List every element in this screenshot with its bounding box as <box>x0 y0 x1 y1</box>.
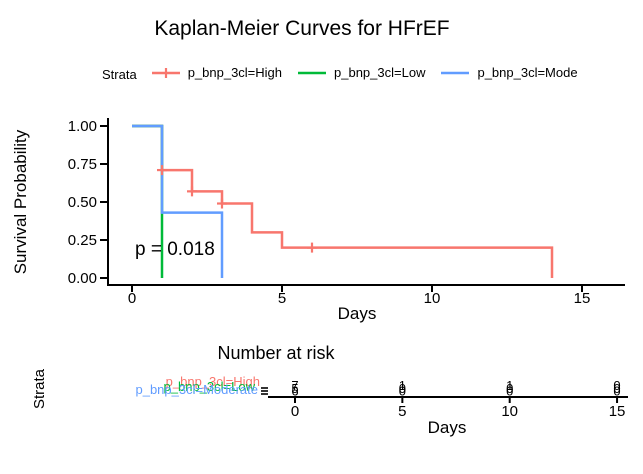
risk-count: 0 <box>399 384 406 399</box>
p-value-annotation: p = 0.018 <box>135 239 215 260</box>
risk-count: 0 <box>506 381 513 396</box>
risk-count: 0 <box>506 384 513 399</box>
legend-line-cross-icon <box>151 67 180 78</box>
risk-x-tick-label: 10 <box>501 403 518 420</box>
legend-item-label: p_bnp_3cl=Mode <box>477 65 578 81</box>
risk-x-axis-title: Days <box>427 418 467 437</box>
risk-count: 1 <box>399 378 406 393</box>
risk-count: 0 <box>613 381 620 396</box>
legend-line-icon <box>298 71 327 74</box>
y-tick-label: 0.50 <box>68 194 97 211</box>
risk-x-tick-label: 5 <box>398 403 406 420</box>
x-tick-label: 0 <box>128 290 136 307</box>
risk-row-label-high: p_bnp_3cl=High <box>165 374 260 389</box>
risk-count: 7 <box>291 378 298 393</box>
risk-x-tick-label: 15 <box>609 403 626 420</box>
risk-count: 6 <box>291 384 298 399</box>
risk-count: 0 <box>613 378 620 393</box>
y-tick-label: 0.00 <box>68 270 97 287</box>
legend-item-2: p_bnp_3cl=Mode <box>440 65 578 81</box>
risk-row-label-low: p_bnp_3cl=Low <box>163 379 255 394</box>
y-tick-label: 0.25 <box>68 232 97 249</box>
y-axis-title: Survival Probability <box>11 129 30 275</box>
x-tick-label: 5 <box>278 290 286 307</box>
x-axis-title: Days <box>337 304 377 323</box>
km-curve-p_bnp_3cl=Moderate <box>132 124 224 278</box>
risk-count: 0 <box>399 381 406 396</box>
legend-item-1: p_bnp_3cl=Low <box>297 65 425 80</box>
legend-item-label: p_bnp_3cl=Low <box>334 65 426 81</box>
y-tick-label: 1.00 <box>68 118 97 135</box>
legend-line-icon <box>441 71 470 74</box>
risk-row-label-moderate: p_bnp_3cl=Moderate <box>135 382 258 397</box>
legend-items: p_bnp_3cl=High p_bnp_3cl=Low p_bnp_3cl=Mod… <box>151 65 593 83</box>
legend-title: Strata <box>102 66 137 82</box>
x-tick-label: 10 <box>424 290 441 307</box>
x-tick-label: 15 <box>574 290 591 307</box>
risk-count: 1 <box>506 378 513 393</box>
chart-title: Kaplan-Meier Curves for HFrEF <box>154 17 450 40</box>
risk-x-tick-label: 0 <box>291 403 299 420</box>
legend-item-label: p_bnp_3cl=High <box>187 65 283 81</box>
legend: Strata p_bnp_3cl=High p_bnp_3cl=Low p_bnp_… <box>102 63 593 85</box>
y-tick-label: 0.75 <box>68 156 97 173</box>
risk-table-title: Number at risk <box>217 343 335 363</box>
risk-count: 5 <box>291 381 298 396</box>
legend-item-0: p_bnp_3cl=High <box>151 65 282 80</box>
risk-count: 0 <box>613 384 620 399</box>
